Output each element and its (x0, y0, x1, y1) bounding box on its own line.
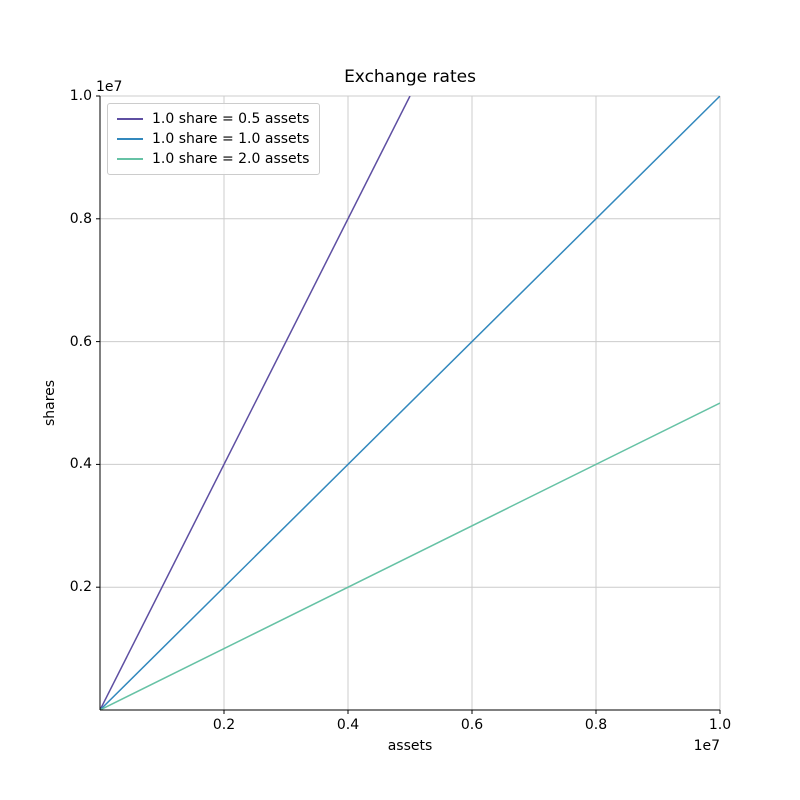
y-tick-label: 0.2 (69, 579, 92, 596)
legend-label: 1.0 share = 0.5 assets (152, 111, 310, 127)
x-axis-offset-text: 1e7 (693, 738, 720, 754)
y-tick-label: 0.8 (69, 210, 92, 227)
y-axis-label: shares (42, 379, 58, 427)
x-tick-label: 0.4 (336, 717, 360, 733)
legend-item-1: 1.0 share = 1.0 assets (117, 129, 309, 149)
legend: 1.0 share = 0.5 assets 1.0 share = 1.0 as… (107, 103, 321, 175)
series-line-1 (100, 96, 720, 710)
series-line-0 (100, 96, 411, 710)
legend-line-sample (117, 158, 143, 160)
y-tick-label: 1.0 (69, 88, 92, 104)
legend-label: 1.0 share = 1.0 assets (152, 131, 310, 147)
legend-line-sample (117, 138, 143, 140)
x-tick-label: 1.0 (708, 717, 732, 733)
x-axis-label: assets (387, 738, 433, 754)
x-tick-label: 0.6 (460, 717, 484, 733)
y-axis-offset-text: 1e7 (96, 79, 123, 95)
legend-line-sample (117, 118, 143, 120)
y-tick-label: 0.4 (69, 456, 92, 473)
x-tick-label: 0.8 (584, 717, 608, 733)
legend-item-2: 1.0 share = 2.0 assets (117, 149, 309, 169)
y-tick-label: 0.6 (69, 333, 92, 350)
chart-title: Exchange rates (344, 67, 476, 87)
legend-label: 1.0 share = 2.0 assets (152, 151, 310, 167)
legend-item-0: 1.0 share = 0.5 assets (117, 109, 309, 129)
x-tick-label: 0.2 (212, 717, 236, 733)
series-line-2 (100, 402, 720, 710)
